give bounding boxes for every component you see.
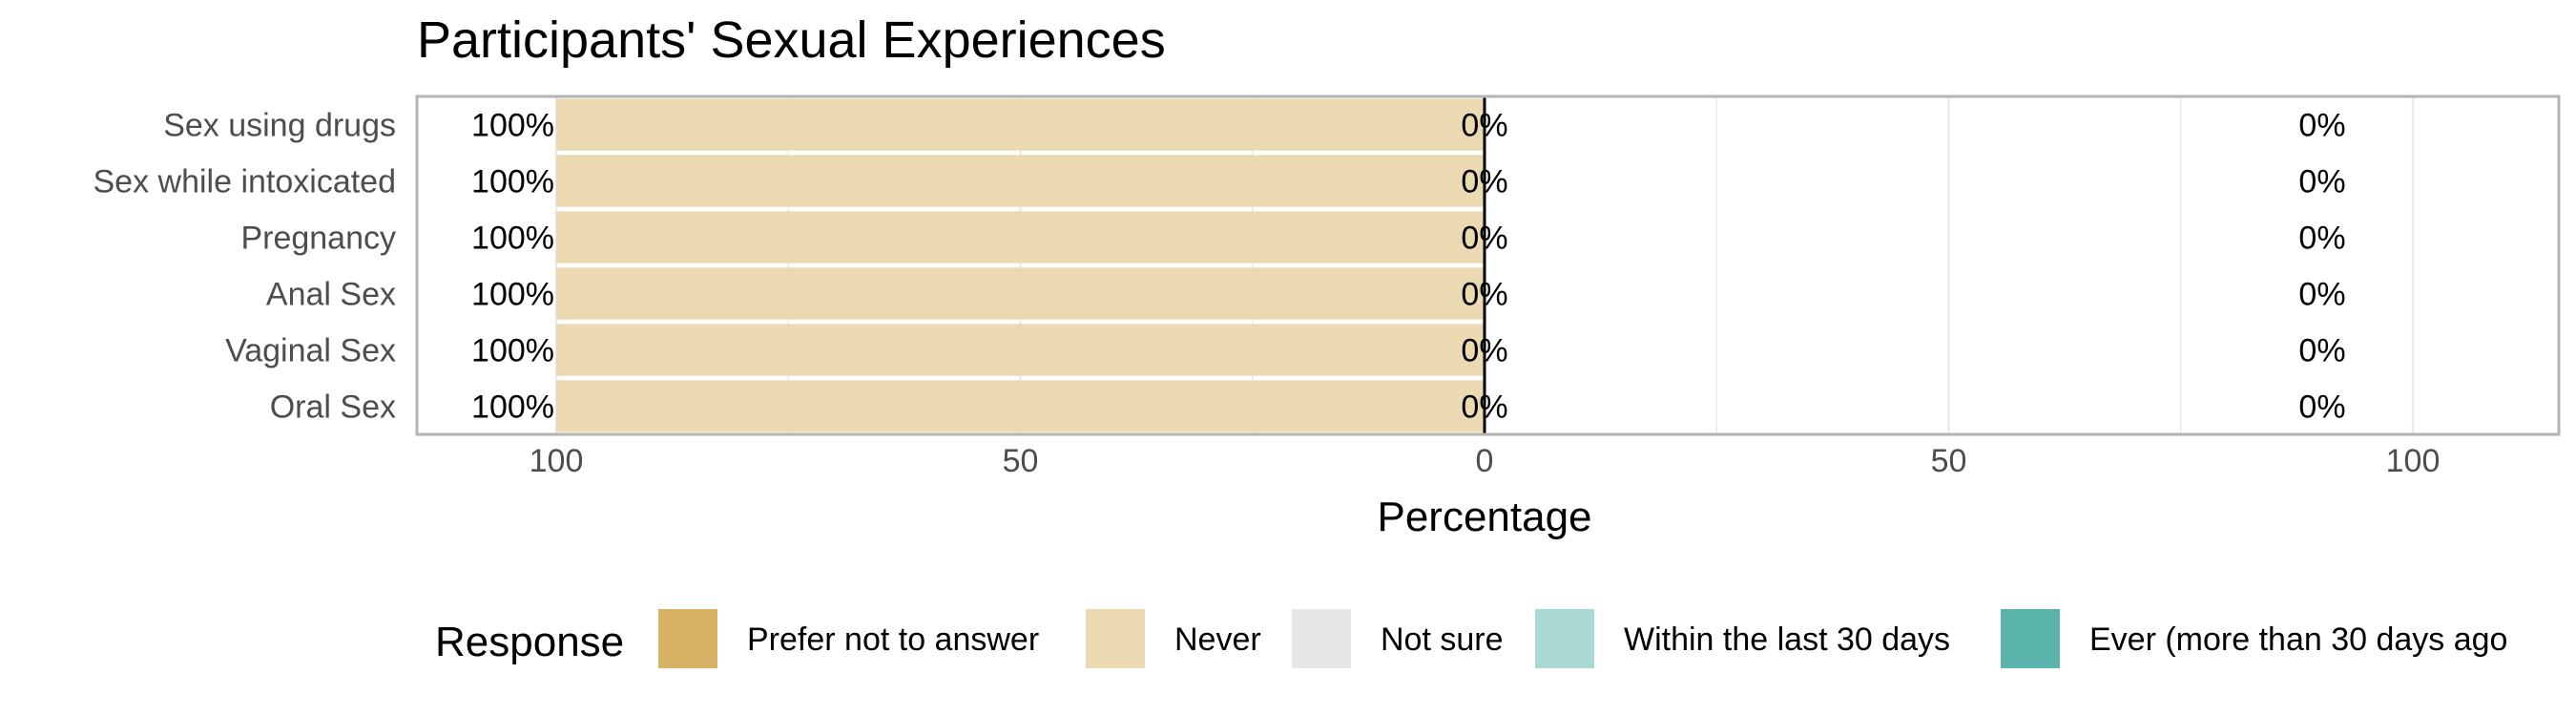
chart-title: Participants' Sexual Experiences: [417, 11, 1166, 69]
legend-key: [1084, 607, 1147, 670]
data-label-center: 0%: [1461, 390, 1507, 426]
legend-label: Within the last 30 days: [1624, 621, 1950, 658]
y-axis-labels: Sex using drugs Sex while intoxicated Preg…: [93, 108, 396, 426]
data-label-left: 100%: [471, 164, 554, 200]
legend: Response Prefer not to answer Never Not su…: [435, 607, 2507, 670]
gridlines: [554, 96, 2415, 434]
data-label-left: 100%: [471, 221, 554, 257]
legend-title: Response: [435, 619, 624, 665]
data-label-center: 0%: [1461, 277, 1507, 313]
y-axis-label: Vaginal Sex: [225, 333, 396, 369]
bar-never: [556, 211, 1485, 263]
data-label-left: 100%: [471, 277, 554, 313]
x-tick-label: 50: [1931, 443, 1967, 479]
data-label-center: 0%: [1461, 164, 1507, 200]
data-label-right: 0%: [2298, 221, 2345, 257]
legend-key: [1290, 607, 1353, 670]
y-axis-label: Sex while intoxicated: [93, 164, 396, 200]
y-axis-label: Sex using drugs: [163, 108, 396, 144]
data-label-center: 0%: [1461, 333, 1507, 369]
legend-item: Never: [1084, 607, 1261, 670]
panel-border-group: [415, 95, 2561, 436]
bar-never: [556, 98, 1485, 151]
plot-panel: [417, 96, 2559, 434]
data-label-center: 0%: [1461, 221, 1507, 257]
x-tick-label: 100: [2386, 443, 2441, 479]
legend-key: [1533, 607, 1596, 670]
panel-background: [417, 96, 2559, 434]
legend-item: Not sure: [1290, 607, 1504, 670]
data-label-right: 0%: [2298, 390, 2345, 426]
y-axis-label: Pregnancy: [240, 221, 396, 257]
legend-items: Prefer not to answer Never Not sure Within …: [656, 607, 2507, 670]
legend-key: [1999, 607, 2062, 670]
legend-item: Prefer not to answer: [656, 607, 1039, 670]
legend-label: Not sure: [1381, 621, 1504, 658]
bar-never: [556, 267, 1485, 320]
y-axis-label: Oral Sex: [270, 390, 396, 426]
x-axis-title: Percentage: [1377, 494, 1591, 540]
data-label-right: 0%: [2298, 277, 2345, 313]
data-label-left: 100%: [471, 333, 554, 369]
data-label-right: 0%: [2298, 108, 2345, 144]
legend-label: Never: [1174, 621, 1261, 658]
bar-never: [556, 155, 1485, 207]
bars-group: [556, 98, 1485, 432]
y-axis-label: Anal Sex: [266, 277, 396, 313]
x-tick-label: 50: [1003, 443, 1039, 479]
data-label-center: 0%: [1461, 108, 1507, 144]
legend-label: Ever (more than 30 days ago: [2089, 621, 2507, 658]
x-axis-ticks: 100 50 0 50 100: [530, 443, 2441, 479]
data-labels-group: 100% 0% 0% 100% 0% 0% 100% 0% 0% 100% 0% 0% 100% 0% 0%…: [471, 108, 2346, 426]
legend-key: [656, 607, 719, 670]
bar-never: [556, 380, 1485, 432]
data-label-left: 100%: [471, 108, 554, 144]
bar-never: [556, 324, 1485, 376]
data-label-right: 0%: [2298, 164, 2345, 200]
legend-label: Prefer not to answer: [747, 621, 1039, 658]
legend-item: Ever (more than 30 days ago: [1999, 607, 2507, 670]
panel-border: [415, 95, 2561, 436]
data-label-left: 100%: [471, 390, 554, 426]
x-tick-label: 0: [1476, 443, 1494, 479]
data-label-right: 0%: [2298, 333, 2345, 369]
x-tick-label: 100: [530, 443, 584, 479]
legend-item: Within the last 30 days: [1533, 607, 1950, 670]
